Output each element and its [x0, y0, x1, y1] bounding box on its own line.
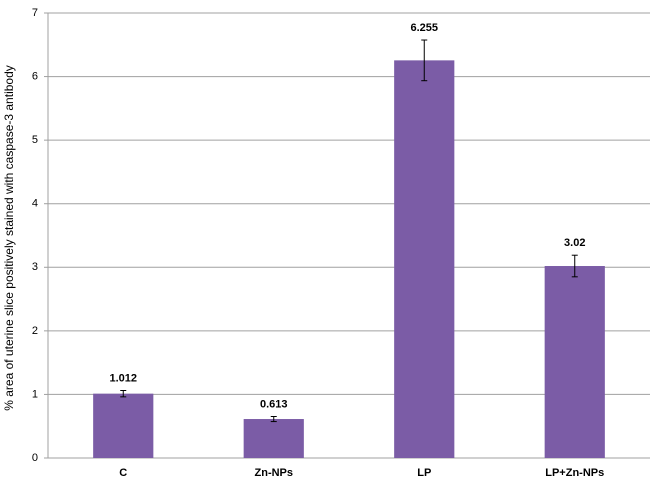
data-label: 0.613	[260, 398, 288, 410]
data-label: 1.012	[109, 372, 137, 384]
error-bar	[120, 389, 127, 398]
y-tick-label: 1	[32, 388, 38, 400]
x-tick-label: LP	[417, 467, 431, 479]
x-tick-label: C	[119, 467, 127, 479]
error-bar	[421, 39, 428, 82]
bar	[394, 60, 455, 458]
y-tick-label: 4	[32, 198, 38, 210]
data-label: 3.02	[564, 237, 585, 249]
error-bar	[270, 415, 277, 423]
x-tick-label: Zn-NPs	[255, 467, 294, 479]
bar	[544, 266, 605, 458]
y-tick-label: 3	[32, 261, 38, 273]
y-tick-label: 7	[32, 7, 38, 19]
x-tick-label: LP+Zn-NPs	[545, 467, 604, 479]
data-label: 6.255	[410, 22, 438, 34]
y-axis-label: % area of uterine slice positively stain…	[2, 65, 16, 411]
y-tick-label: 2	[32, 325, 38, 337]
y-tick-label: 6	[32, 70, 38, 82]
error-bar	[571, 254, 578, 278]
y-tick-label: 5	[32, 134, 38, 146]
y-tick-label: 0	[32, 452, 38, 464]
bar	[243, 419, 304, 458]
bar	[93, 393, 154, 458]
